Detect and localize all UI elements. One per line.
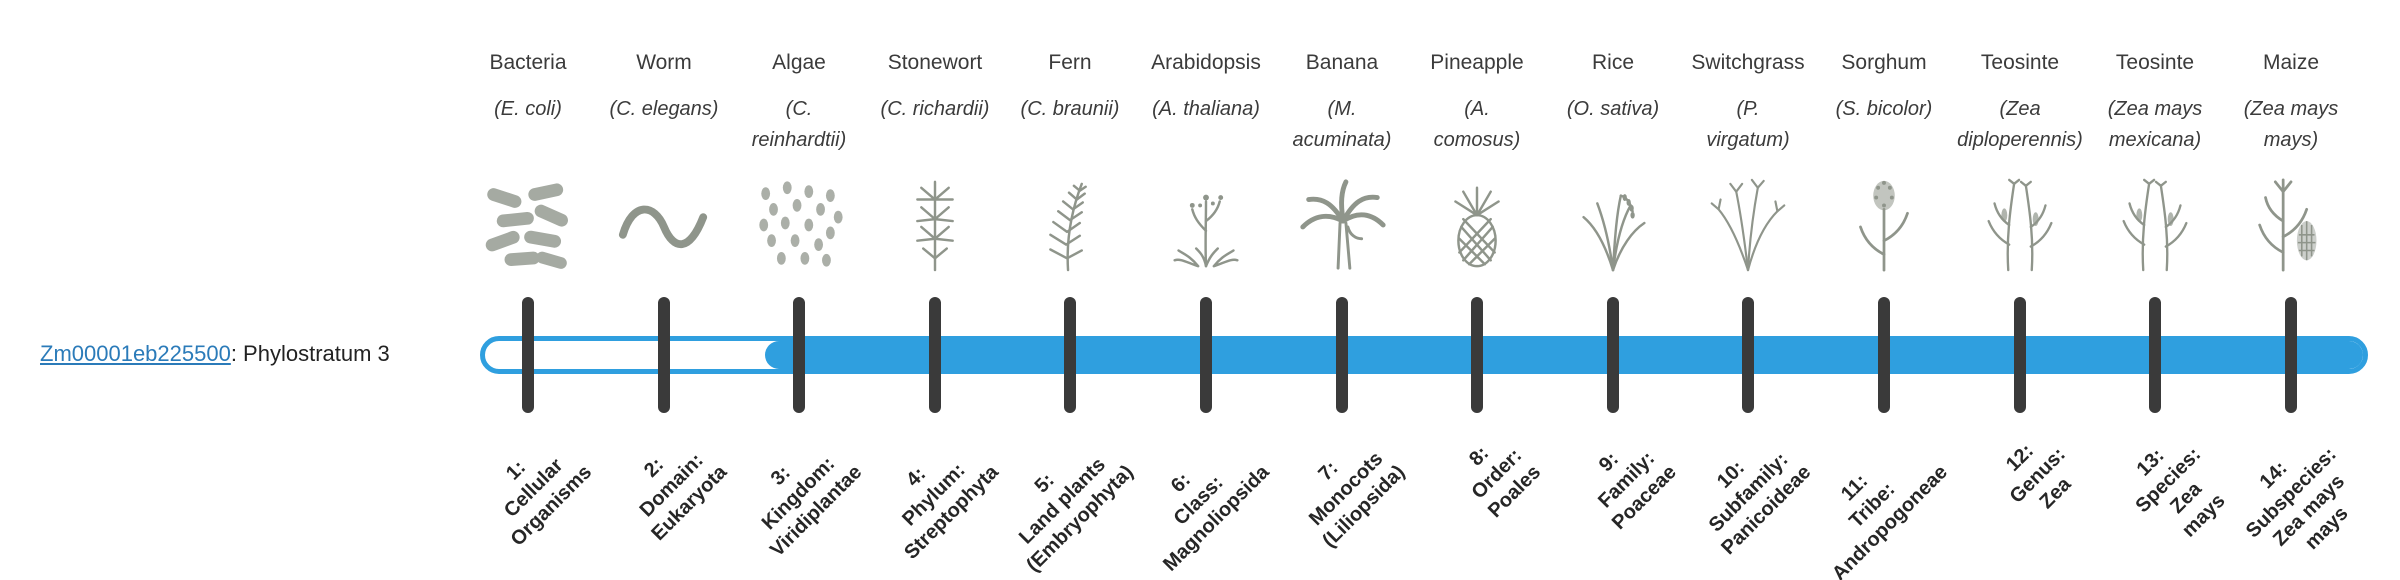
organism-scientific-name: (C. braunii) <box>1020 98 1120 120</box>
organism-scientific-name: (C. reinhardtii) <box>751 98 847 151</box>
maize-icon <box>2221 166 2361 278</box>
organism-scientific-name: (A. thaliana) <box>1152 98 1260 120</box>
phylostratum-tick <box>2149 297 2161 413</box>
algae-icon <box>729 166 869 278</box>
stratum-label-text: 13: Species: Zea mays <box>2131 443 2230 542</box>
organism-column: Teosinte (Zea mays mexicana) <box>2085 50 2225 278</box>
organism-column: Bacteria (E. coli) <box>458 50 598 278</box>
organism-column: Sorghum (S. bicolor) <box>1814 50 1954 278</box>
stratum-label-text: 6: Class: Magnoliopsida <box>1159 461 1274 576</box>
banana-icon <box>1272 166 1412 278</box>
stratum-label-text: 9: Family: Poaceae <box>1593 447 1681 535</box>
organism-column: Switchgrass (P. virgatum) <box>1678 50 1818 278</box>
organism-scientific-name: (E. coli) <box>494 98 562 120</box>
worm-icon <box>594 166 734 278</box>
gene-label: Zm00001eb225500: Phylostratum 3 <box>40 341 390 367</box>
organism-column: Stonewort (C. richardii) <box>865 50 1005 278</box>
phylostratum-tick <box>522 297 534 413</box>
organism-scientific-name: (Zea mays mays) <box>2243 98 2339 151</box>
organism-column: Pineapple (A. comosus) <box>1407 50 1547 278</box>
organism-name: Arabidopsis <box>1151 51 1261 74</box>
organism-name: Teosinte <box>2115 51 2195 74</box>
organism-scientific-name: (C. elegans) <box>609 98 719 120</box>
organism-name: Sorghum <box>1841 51 1927 74</box>
stratum-label-text: 4: Phylum: Streptophyta <box>897 459 1003 564</box>
organism-name: Algae <box>772 51 826 74</box>
phylostratum-tick <box>1607 297 1619 413</box>
fern-icon <box>1000 166 1140 278</box>
switchgrass-icon <box>1678 166 1818 278</box>
organism-column: Arabidopsis (A. thaliana) <box>1136 50 1276 278</box>
organism-name: Bacteria <box>489 51 567 74</box>
organism-name: Fern <box>1048 51 1092 74</box>
stratum-label-text: 14: Subspecies: Zea mays mays <box>2242 443 2353 555</box>
organism-name: Pineapple <box>1430 51 1524 74</box>
teosinte-icon <box>2085 166 2225 278</box>
stratum-label-text: 1: Cellular Organisms <box>499 454 596 551</box>
organism-scientific-name: (C. richardii) <box>880 98 990 120</box>
organism-name: Banana <box>1305 51 1379 74</box>
phylostratum-tick <box>2285 297 2297 413</box>
organism-name: Worm <box>636 51 692 74</box>
organism-column: Algae (C. reinhardtii) <box>729 50 869 278</box>
organism-column: Maize (Zea mays mays) <box>2221 50 2361 278</box>
organism-name: Maize <box>2262 51 2320 74</box>
phylostratum-tick <box>658 297 670 413</box>
phylostratum-tick <box>1336 297 1348 413</box>
phylostratum-bar <box>480 336 2368 374</box>
sorghum-icon <box>1814 166 1954 278</box>
stratum-label-text: 11: Tribe: Andropogoneae <box>1827 461 1952 580</box>
organism-scientific-name: (S. bicolor) <box>1835 98 1933 120</box>
phylostratum-tick <box>1878 297 1890 413</box>
phylostratum-tick <box>929 297 941 413</box>
stratum-label-text: 3: Kingdom: Viridiplantae <box>758 452 867 562</box>
organism-scientific-name: (A. comosus) <box>1433 98 1521 151</box>
gene-id-link[interactable]: Zm00001eb225500 <box>40 341 231 366</box>
stratum-label-text: 10: Subfamily: Panicoideae <box>1704 448 1816 560</box>
bacteria-icon <box>458 166 598 278</box>
arabidopsis-icon <box>1136 166 1276 278</box>
organism-name: Teosinte <box>1980 51 2060 74</box>
organism-name: Stonewort <box>887 51 983 74</box>
stratum-label-text: 7: Monocots (Liliopsida) <box>1305 447 1410 553</box>
phylostratum-tick <box>1742 297 1754 413</box>
phylostratum-tick <box>793 297 805 413</box>
stratum-label-text: 12: Genus: Zea <box>2002 439 2076 514</box>
organism-column: Banana (M. acuminata) <box>1272 50 1412 278</box>
teosinte-icon <box>1950 166 2090 278</box>
organism-scientific-name: (M. acuminata) <box>1292 98 1392 151</box>
rice-icon <box>1543 166 1683 278</box>
organism-column: Worm (C. elegans) <box>594 50 734 278</box>
phylostratum-tick <box>2014 297 2026 413</box>
stonewort-icon <box>865 166 1005 278</box>
organism-column: Rice (O. sativa) <box>1543 50 1683 278</box>
organism-scientific-name: (Zea diploperennis) <box>1957 98 2083 151</box>
organism-column: Fern (C. braunii) <box>1000 50 1140 278</box>
organism-name: Rice <box>1591 51 1634 74</box>
gene-phylostratum-text: : Phylostratum 3 <box>230 341 390 366</box>
phylostratum-tick <box>1200 297 1212 413</box>
organism-name: Switchgrass <box>1691 51 1805 74</box>
pineapple-icon <box>1407 166 1547 278</box>
stratum-label-text: 5: Land plants (Embryophyta) <box>1014 453 1138 577</box>
organism-scientific-name: (P. virgatum) <box>1706 98 1790 151</box>
stratum-label-text: 2: Domain: Eukaryota <box>635 449 732 546</box>
organism-scientific-name: (Zea mays mexicana) <box>2107 98 2203 151</box>
phylostratum-tick <box>1064 297 1076 413</box>
phylostratum-tick <box>1471 297 1483 413</box>
stratum-label-text: 8: Order: Poales <box>1464 442 1545 523</box>
organism-column: Teosinte (Zea diploperennis) <box>1950 50 2090 278</box>
phylostratum-bar-fill <box>765 341 2363 369</box>
organism-scientific-name: (O. sativa) <box>1566 98 1660 120</box>
